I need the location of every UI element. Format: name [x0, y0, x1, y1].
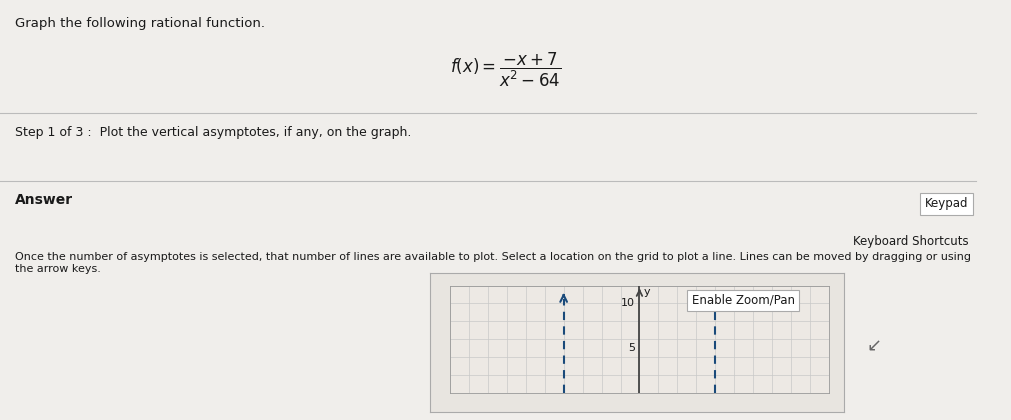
Text: 5: 5	[628, 343, 635, 353]
Text: y: y	[643, 287, 650, 297]
Text: Answer: Answer	[15, 193, 73, 207]
Text: Once the number of asymptotes is selected, that number of lines are available to: Once the number of asymptotes is selecte…	[15, 252, 972, 273]
Text: Enable Zoom/Pan: Enable Zoom/Pan	[692, 294, 795, 307]
Text: Keypad: Keypad	[925, 197, 969, 210]
Text: Graph the following rational function.: Graph the following rational function.	[15, 17, 265, 30]
Text: 10: 10	[621, 299, 635, 308]
Text: Step 1 of 3 :  Plot the vertical asymptotes, if any, on the graph.: Step 1 of 3 : Plot the vertical asymptot…	[15, 126, 411, 139]
Text: ↙: ↙	[867, 338, 882, 355]
Text: $f(x) = \dfrac{-x+7}{x^2-64}$: $f(x) = \dfrac{-x+7}{x^2-64}$	[450, 50, 561, 89]
Text: Keyboard Shortcuts: Keyboard Shortcuts	[853, 235, 969, 248]
